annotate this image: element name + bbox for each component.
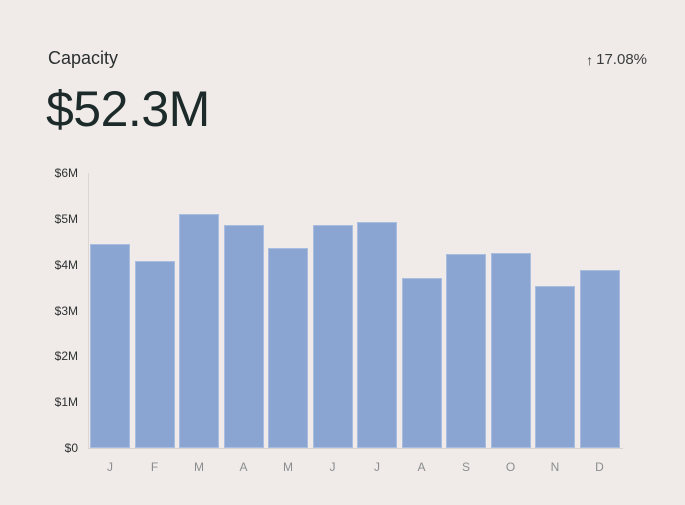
delta-value: 17.08% <box>596 51 647 68</box>
bar[interactable] <box>312 224 353 448</box>
x-tick-label: S <box>461 460 470 474</box>
bar[interactable] <box>90 244 130 448</box>
bar[interactable] <box>134 261 175 448</box>
x-tick-label: J <box>107 460 113 474</box>
x-tick-label: M <box>283 460 293 474</box>
bar[interactable] <box>223 224 264 448</box>
total-value: $52.3M <box>46 81 210 137</box>
y-tick-label: $5M <box>54 211 78 226</box>
bar[interactable] <box>357 222 397 448</box>
y-tick-label: $1M <box>54 395 78 410</box>
bar[interactable] <box>401 277 442 448</box>
y-tick-label: $3M <box>54 303 78 318</box>
bar[interactable] <box>535 285 575 448</box>
y-tick-label: $2M <box>54 349 78 364</box>
y-axis-line <box>88 173 89 448</box>
x-tick-label: D <box>595 460 604 474</box>
bar[interactable] <box>268 247 308 448</box>
y-tick-label: $6M <box>54 166 78 180</box>
x-tick-label: A <box>417 460 426 474</box>
bar[interactable] <box>446 253 486 448</box>
x-tick-label: A <box>239 460 248 474</box>
x-tick-label: N <box>550 460 560 474</box>
bar[interactable] <box>490 252 531 448</box>
arrow-up-icon: ↑ <box>586 51 594 68</box>
bar[interactable] <box>579 269 620 448</box>
x-tick-label: O <box>505 460 516 474</box>
x-tick-label: J <box>374 460 380 474</box>
x-tick-label: J <box>329 460 336 474</box>
bar[interactable] <box>179 213 219 448</box>
x-tick-label: F <box>150 460 159 474</box>
x-axis-line <box>88 448 623 449</box>
y-tick-label: $4M <box>54 257 78 272</box>
card-title: Capacity <box>48 48 119 68</box>
y-tick-label: $0 <box>64 441 78 455</box>
delta-badge: ↑ 17.08% <box>586 51 647 68</box>
x-tick-label: M <box>194 460 204 474</box>
